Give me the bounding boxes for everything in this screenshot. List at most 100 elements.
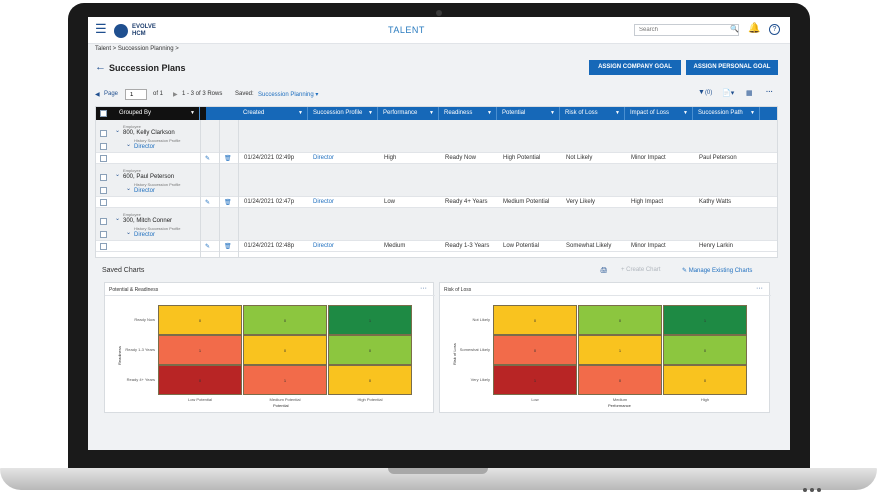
prev-page-icon[interactable]: ◀ <box>95 92 100 98</box>
row-checkbox[interactable] <box>100 199 107 206</box>
chevron-down-icon[interactable]: ⌄ <box>126 186 132 192</box>
group-employee: 600, Paul Peterson <box>123 174 175 180</box>
app-screen: ☰ EVOLVE HCM TALENT 🔍 🔔 ? Talent > Succe… <box>88 17 790 450</box>
group-checkbox[interactable] <box>100 174 107 181</box>
print-icon[interactable]: 🖨 <box>600 268 608 274</box>
subgroup-checkbox[interactable] <box>100 187 107 194</box>
table-cell[interactable]: Director <box>313 155 335 161</box>
row-checkbox[interactable] <box>100 243 107 250</box>
heatmap-cell[interactable]: 0 <box>493 305 577 335</box>
heatmap-cell[interactable]: 0 <box>328 335 412 365</box>
edit-icon[interactable]: ✎ <box>205 244 211 250</box>
table-cell[interactable]: Director <box>313 199 335 205</box>
edit-icon[interactable]: ✎ <box>205 156 211 162</box>
chevron-down-icon[interactable]: ⌄ <box>126 230 132 236</box>
group-checkbox[interactable] <box>100 218 107 225</box>
edit-icon[interactable]: ✎ <box>205 200 211 206</box>
table-row[interactable]: ✎ 🗑 01/24/2021 02:47p Director Low Ready 4+ Y… <box>96 197 777 208</box>
chart-title: Potential & Readiness <box>109 287 159 293</box>
column-header[interactable]: Impact of Loss ▼ <box>625 107 693 120</box>
y-tick-label: Ready 1-3 Years <box>125 347 155 352</box>
group-checkbox[interactable] <box>100 130 107 137</box>
heatmap-cell[interactable]: 1 <box>243 365 327 395</box>
heatmap-cell[interactable]: 1 <box>493 365 577 395</box>
columns-icon[interactable]: ▦ <box>746 90 753 97</box>
group-profile-link[interactable]: Director <box>134 144 156 150</box>
subgroup-checkbox[interactable] <box>100 231 107 238</box>
bell-icon[interactable]: 🔔 <box>748 23 761 34</box>
logo-text: EVOLVE HCM <box>132 24 156 37</box>
logo[interactable]: EVOLVE HCM <box>114 23 164 39</box>
heatmap-cell[interactable]: 1 <box>578 335 662 365</box>
search-icon[interactable]: 🔍 <box>730 26 739 33</box>
table-cell: Low <box>384 199 396 205</box>
column-header[interactable]: Readiness ▼ <box>439 107 497 120</box>
page-number-input[interactable] <box>125 89 147 100</box>
back-arrow-icon[interactable]: ← <box>95 61 106 73</box>
heatmap-cell[interactable]: 0 <box>578 365 662 395</box>
column-header[interactable]: Performance ▼ <box>378 107 439 120</box>
heatmap-cell[interactable]: 1 <box>328 305 412 335</box>
delete-icon[interactable]: 🗑 <box>224 200 232 206</box>
table-row[interactable]: ✎ 🗑 01/24/2021 02:48p Director Medium Ready 1… <box>96 241 777 252</box>
table-row[interactable]: ✎ 🗑 01/24/2021 02:49p Director High Ready Now… <box>96 153 777 164</box>
heatmap-cell[interactable]: 0 <box>328 365 412 395</box>
grouped-by-header[interactable]: Grouped By ▼ <box>114 107 200 120</box>
x-tick-label: High Potential <box>357 397 383 402</box>
group-profile-link[interactable]: Director <box>134 188 156 194</box>
assign-personal-goal-button[interactable]: ASSIGN PERSONAL GOAL <box>686 60 778 75</box>
heatmap-cell[interactable]: 0 <box>243 305 327 335</box>
table-cell: 01/24/2021 02:49p <box>244 155 295 161</box>
manage-charts-button[interactable]: ✎ Manage Existing Charts <box>682 268 753 274</box>
heatmap-cell[interactable]: 0 <box>663 365 747 395</box>
chevron-down-icon[interactable]: ⌄ <box>126 142 132 148</box>
select-all-checkbox[interactable] <box>100 110 107 117</box>
heatmap-cell[interactable]: 1 <box>158 335 242 365</box>
more-options-icon[interactable]: ··· <box>766 89 773 96</box>
export-icon[interactable]: 📄▾ <box>722 90 735 97</box>
saved-view-select[interactable]: Succession Planning ▾ <box>258 92 319 98</box>
create-chart-button[interactable]: + Create Chart <box>621 267 661 273</box>
subgroup-checkbox[interactable] <box>100 143 107 150</box>
breadcrumb[interactable]: Talent > Succession Planning > <box>95 46 179 52</box>
help-icon[interactable]: ? <box>769 24 780 35</box>
laptop-notch <box>388 468 488 474</box>
chart-title: Risk of Loss <box>444 287 472 293</box>
hamburger-icon[interactable]: ☰ <box>95 21 107 36</box>
next-page-icon[interactable]: ▶ <box>173 92 178 98</box>
column-header[interactable]: Succession Profile ▼ <box>308 107 378 120</box>
y-tick-label: Very Likely <box>470 377 490 382</box>
table-cell: 01/24/2021 02:47p <box>244 199 295 205</box>
heatmap-cell[interactable]: 0 <box>663 335 747 365</box>
table-cell[interactable]: Director <box>313 243 335 249</box>
column-header[interactable]: Risk of Loss ▼ <box>560 107 625 120</box>
chart-more-icon[interactable]: ··· <box>420 285 427 292</box>
heatmap-cell[interactable]: 0 <box>158 305 242 335</box>
row-checkbox[interactable] <box>100 155 107 162</box>
saved-label: Saved: <box>235 91 254 97</box>
table-cell: 01/24/2021 02:48p <box>244 243 295 249</box>
filter-icon[interactable]: ▼(0) <box>698 89 713 96</box>
column-header[interactable]: Succession Path ▼ <box>693 107 760 120</box>
column-header[interactable]: Created ▼ <box>238 107 308 120</box>
chart-more-icon[interactable]: ··· <box>756 285 763 292</box>
heatmap-cell[interactable]: 1 <box>663 305 747 335</box>
chevron-down-icon[interactable]: ⌄ <box>115 172 121 178</box>
delete-icon[interactable]: 🗑 <box>224 156 232 162</box>
heatmap-cell[interactable]: 0 <box>243 335 327 365</box>
group-profile-link[interactable]: Director <box>134 232 156 238</box>
heatmap-cell[interactable]: 0 <box>158 365 242 395</box>
chevron-down-icon[interactable]: ⌄ <box>115 216 121 222</box>
search-input[interactable] <box>634 24 739 36</box>
heatmap-cell[interactable]: 0 <box>578 305 662 335</box>
table-cell: Somewhat Likely <box>566 243 612 249</box>
assign-company-goal-button[interactable]: ASSIGN COMPANY GOAL <box>589 60 681 75</box>
logo-mark <box>114 24 128 38</box>
column-header[interactable]: Potential ▼ <box>497 107 560 120</box>
delete-icon[interactable]: 🗑 <box>224 244 232 250</box>
group-row: ⌄ Employee 600, Paul Peterson ⌄ History Succ… <box>96 164 777 197</box>
table-cell: Low Potential <box>503 243 540 249</box>
heatmap-cell[interactable]: 0 <box>493 335 577 365</box>
chevron-down-icon[interactable]: ⌄ <box>115 128 121 134</box>
